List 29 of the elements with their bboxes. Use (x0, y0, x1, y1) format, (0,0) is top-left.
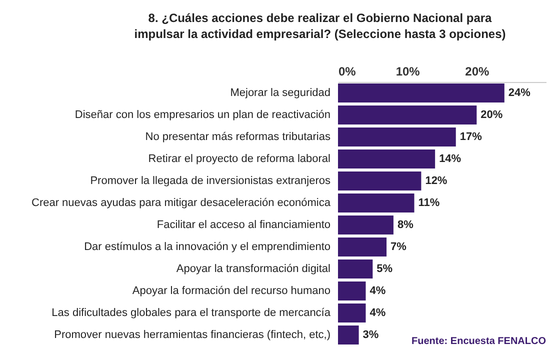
data-label: 20% (480, 109, 503, 121)
y-tick-label: Apoyar la transformación digital (176, 263, 330, 275)
data-label: 24% (508, 87, 531, 99)
y-tick-label: Retirar el proyecto de reforma laboral (148, 153, 330, 165)
y-tick-label: Promover nuevas herramientas financieras (fintech, etc,) (54, 329, 330, 341)
data-label: 4% (370, 285, 386, 297)
data-label: 4% (370, 307, 386, 319)
y-tick-label: Facilitar el acceso al financiamiento (156, 219, 330, 231)
data-label: 5% (376, 263, 393, 275)
x-tick-label: 0% (338, 64, 356, 78)
data-label: 3% (362, 329, 379, 341)
data-label: 7% (390, 241, 407, 253)
data-label: 14% (439, 153, 462, 165)
y-tick-label: Las dificultades globales para el transporte de mercancía (52, 307, 332, 319)
data-label: 8% (397, 219, 414, 231)
y-tick-label: Mejorar la seguridad (230, 87, 330, 99)
y-tick-label: Apoyar la formación del recurso humano (132, 285, 330, 297)
x-tick-label: 20% (465, 64, 490, 78)
y-tick-label: Crear nuevas ayudas para mitigar desaceleración económica (32, 197, 332, 209)
x-tick-label: 10% (396, 64, 420, 78)
y-tick-label: No presentar más reformas tributarias (145, 131, 331, 143)
y-tick-label: Diseñar con los empresarios un plan de reactivación (74, 109, 330, 121)
y-tick-label: Dar estímulos a la innovación y el emprendimiento (84, 241, 330, 253)
data-label: 11% (418, 197, 440, 209)
data-label: 12% (425, 175, 448, 187)
y-tick-label: Promover la llegada de inversionistas extranjeros (90, 175, 331, 187)
data-label: 17% (460, 131, 482, 143)
annotation: Fuente: Encuesta FENALCO (412, 336, 546, 347)
chart-title: 8. ¿Cuáles acciones debe realizar el Gobierno Nacional para impulsar la actividad empresarial? (Seleccione hasta 3 opciones) (134, 11, 506, 41)
